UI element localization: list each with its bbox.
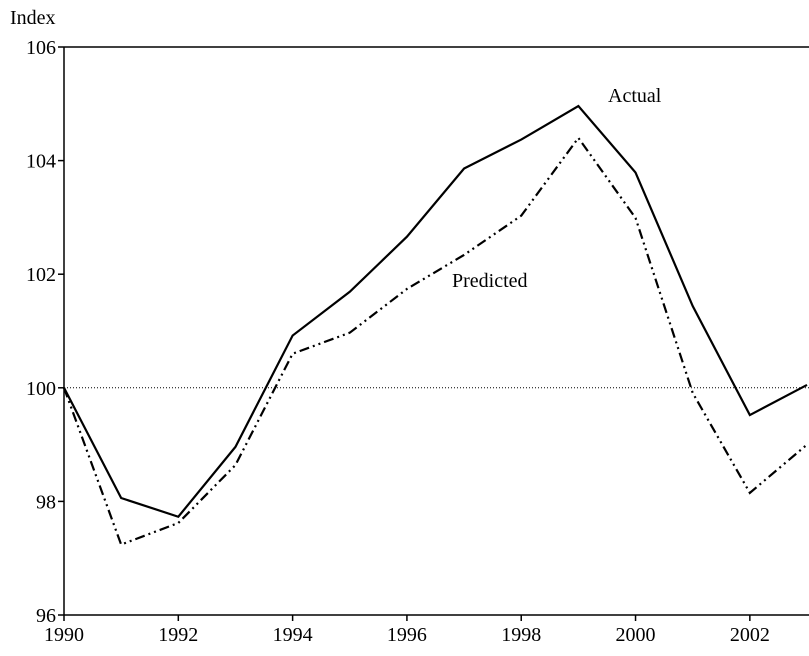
x-tick-label: 1996 — [387, 624, 427, 646]
x-tick-label: 2002 — [730, 624, 770, 646]
x-tick-label: 1992 — [158, 624, 198, 646]
y-tick-label: 100 — [26, 378, 56, 400]
y-tick-label: 104 — [26, 151, 56, 173]
series-label: Predicted — [452, 270, 528, 292]
series-line — [63, 104, 808, 519]
x-tick-label: 1998 — [501, 624, 541, 646]
series-line — [62, 136, 808, 546]
x-tick-label: 1994 — [273, 624, 313, 646]
y-tick-label: 102 — [26, 264, 56, 286]
x-tick-label: 2000 — [616, 624, 656, 646]
y-tick-label: 98 — [36, 491, 56, 513]
y-axis-label: Index — [10, 7, 56, 29]
y-tick-label: 106 — [26, 37, 56, 59]
series-label: Actual — [608, 85, 662, 107]
x-tick-label: 1990 — [44, 624, 84, 646]
y-tick-label: 96 — [36, 605, 56, 627]
